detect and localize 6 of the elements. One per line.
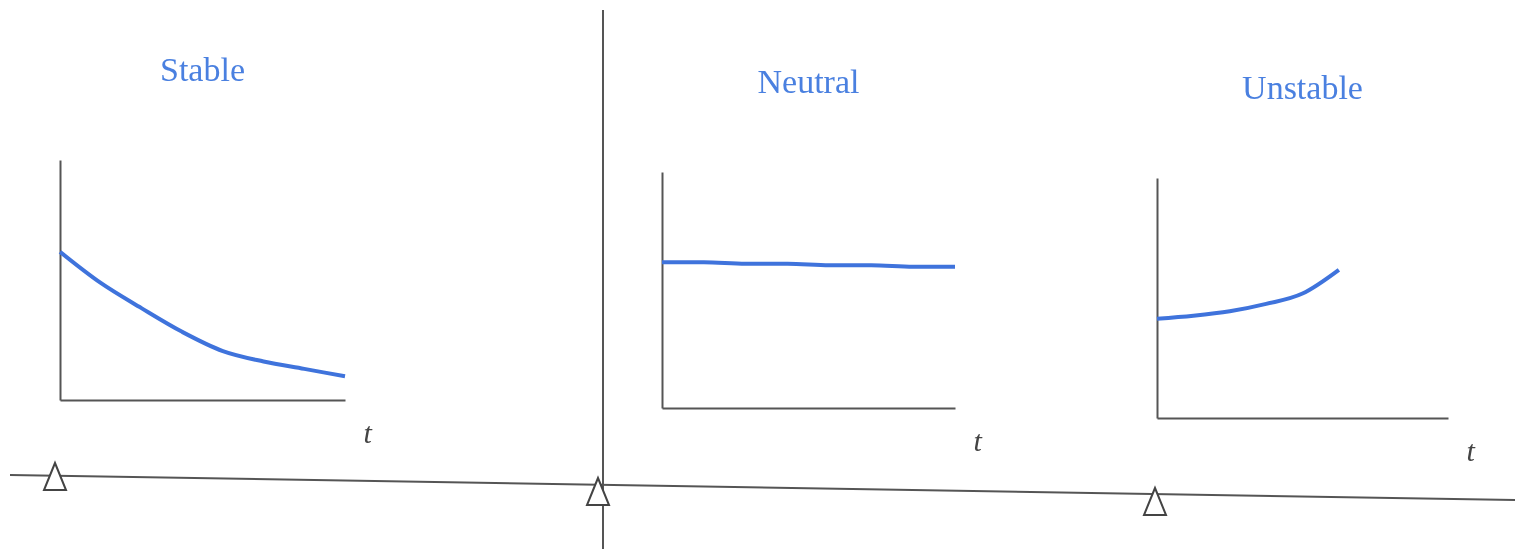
chart-title: Unstable (1242, 69, 1363, 106)
x-axis-title: t (363, 415, 373, 449)
chart-title: Neutral (757, 63, 860, 100)
x-axis-title: t (1466, 433, 1476, 467)
chart-title: Stable (160, 51, 245, 88)
x-axis-title: t (973, 423, 983, 457)
